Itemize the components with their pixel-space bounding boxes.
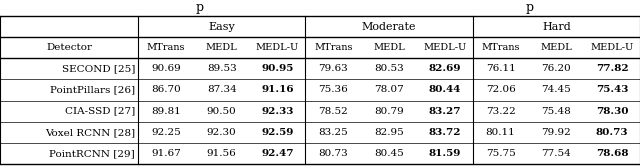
Text: 89.81: 89.81 [151,107,180,116]
Text: 75.75: 75.75 [486,149,515,158]
Text: 76.20: 76.20 [541,64,572,73]
Text: 92.59: 92.59 [261,128,294,137]
Text: Detector: Detector [46,43,92,52]
Text: SECOND [25]: SECOND [25] [61,64,135,73]
Text: MEDL: MEDL [540,43,572,52]
Text: 81.59: 81.59 [429,149,461,158]
Text: 91.56: 91.56 [207,149,237,158]
Text: 75.48: 75.48 [541,107,572,116]
Text: 75.36: 75.36 [318,85,348,94]
Text: 78.30: 78.30 [596,107,628,116]
Text: 78.07: 78.07 [374,85,404,94]
Text: 78.52: 78.52 [318,107,348,116]
Text: Voxel RCNN [28]: Voxel RCNN [28] [45,128,135,137]
Text: 74.45: 74.45 [541,85,572,94]
Text: 87.34: 87.34 [207,85,237,94]
Text: 72.06: 72.06 [486,85,515,94]
Text: 92.30: 92.30 [207,128,237,137]
Text: 90.69: 90.69 [151,64,180,73]
Text: 82.69: 82.69 [429,64,461,73]
Text: MTrans: MTrans [314,43,353,52]
Text: MEDL: MEDL [373,43,405,52]
Text: 80.73: 80.73 [596,128,628,137]
Text: CIA-SSD [27]: CIA-SSD [27] [65,107,135,116]
Text: 91.67: 91.67 [151,149,180,158]
Text: 80.44: 80.44 [429,85,461,94]
Text: p: p [526,1,534,14]
Text: MEDL: MEDL [206,43,237,52]
Text: PointPillars [26]: PointPillars [26] [50,85,135,94]
Text: 90.95: 90.95 [261,64,294,73]
Text: 80.79: 80.79 [374,107,404,116]
Text: 90.50: 90.50 [207,107,237,116]
Text: 76.11: 76.11 [486,64,515,73]
Text: 92.25: 92.25 [151,128,180,137]
Text: 92.47: 92.47 [261,149,294,158]
Text: Easy: Easy [208,22,235,32]
Text: MEDL-U: MEDL-U [591,43,634,52]
Text: 79.92: 79.92 [541,128,572,137]
Text: 80.53: 80.53 [374,64,404,73]
Text: PointRCNN [29]: PointRCNN [29] [49,149,135,158]
Text: 80.73: 80.73 [318,149,348,158]
Text: 91.16: 91.16 [261,85,294,94]
Text: p: p [196,1,204,14]
Text: Hard: Hard [542,22,571,32]
Text: 83.72: 83.72 [429,128,461,137]
Text: 77.54: 77.54 [541,149,572,158]
Text: 80.11: 80.11 [486,128,515,137]
Text: 86.70: 86.70 [151,85,180,94]
Text: 82.95: 82.95 [374,128,404,137]
Text: MTrans: MTrans [481,43,520,52]
Text: 89.53: 89.53 [207,64,237,73]
Text: MTrans: MTrans [147,43,185,52]
Text: 80.45: 80.45 [374,149,404,158]
Text: MEDL-U: MEDL-U [256,43,299,52]
Text: 83.25: 83.25 [318,128,348,137]
Text: 78.68: 78.68 [596,149,628,158]
Text: 92.33: 92.33 [261,107,294,116]
Text: MEDL-U: MEDL-U [423,43,467,52]
Text: 79.63: 79.63 [318,64,348,73]
Text: 83.27: 83.27 [429,107,461,116]
Text: 75.43: 75.43 [596,85,628,94]
Text: 77.82: 77.82 [596,64,628,73]
Text: 73.22: 73.22 [486,107,515,116]
Text: Moderate: Moderate [362,22,416,32]
